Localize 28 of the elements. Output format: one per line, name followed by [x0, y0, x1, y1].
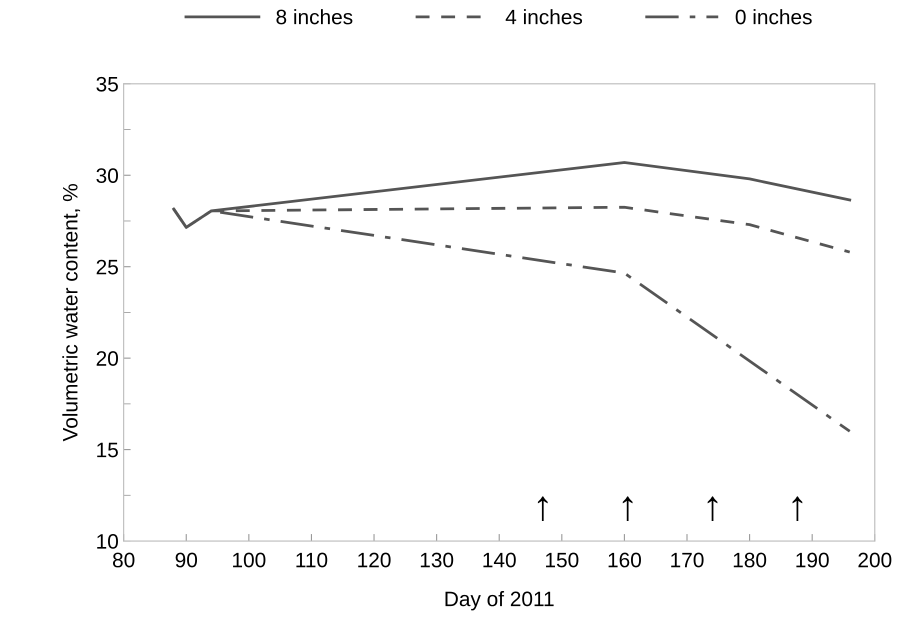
y-tick-label: 30 [96, 168, 118, 184]
x-tick-label: 80 [112, 552, 134, 568]
x-axis-title: Day of 2011 [446, 591, 554, 610]
x-tick-label: 130 [420, 552, 454, 568]
x-tick-label: 190 [796, 552, 829, 568]
x-tick-label: 120 [358, 552, 391, 568]
legend-label: 8 inches [276, 9, 352, 24]
y-axis-title: Volumetric water content, % [62, 184, 80, 442]
y-tick-label: 35 [96, 76, 118, 92]
annotation: ↑ [792, 496, 802, 522]
annotation: ↑ [708, 496, 718, 522]
x-tick-label: 170 [671, 552, 704, 568]
x-tick-label: 150 [546, 552, 578, 568]
y-tick-label: 20 [96, 351, 118, 366]
legend-label: 4 inches [506, 9, 582, 24]
x-tick-label: 200 [858, 552, 892, 568]
x-tick-label: 90 [176, 552, 198, 568]
legend-label: 0 inches [736, 9, 812, 24]
annotation: ↑ [538, 496, 548, 522]
annotation: ↑ [622, 496, 633, 522]
x-tick-label: 140 [483, 552, 516, 568]
x-tick-label: 110 [296, 552, 328, 568]
x-tick-label: 100 [233, 552, 266, 568]
x-tick-label: 180 [734, 552, 766, 568]
y-tick-label: 10 [97, 534, 118, 549]
y-tick-label: 15 [97, 442, 118, 458]
y-tick-label: 25 [96, 260, 118, 274]
x-tick-label: 160 [608, 552, 641, 568]
